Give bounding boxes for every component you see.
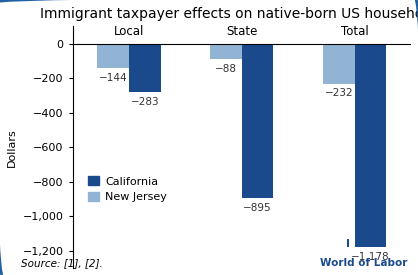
Text: Local: Local [114, 25, 144, 38]
Text: −1,178: −1,178 [351, 252, 390, 262]
Legend: California, New Jersey: California, New Jersey [88, 176, 167, 202]
Text: World of Labor: World of Labor [320, 258, 408, 268]
Text: −88: −88 [215, 64, 237, 74]
Bar [242, 43, 273, 198]
Y-axis label: Dollars: Dollars [7, 128, 17, 167]
Bar [97, 43, 129, 68]
Text: −144: −144 [99, 73, 127, 83]
Text: Source: [1], [2].: Source: [1], [2]. [21, 258, 103, 268]
Text: I  Z  A: I Z A [346, 239, 382, 249]
Bar [210, 43, 242, 59]
Text: −232: −232 [324, 89, 353, 98]
Text: Total: Total [341, 25, 369, 38]
Text: State: State [226, 25, 257, 38]
Text: −283: −283 [130, 97, 159, 107]
Bar [129, 43, 161, 92]
Title: Immigrant taxpayer effects on native-born US households: Immigrant taxpayer effects on native-bor… [40, 7, 418, 21]
Text: −895: −895 [243, 203, 272, 213]
Bar [323, 43, 354, 84]
Bar [354, 43, 386, 247]
